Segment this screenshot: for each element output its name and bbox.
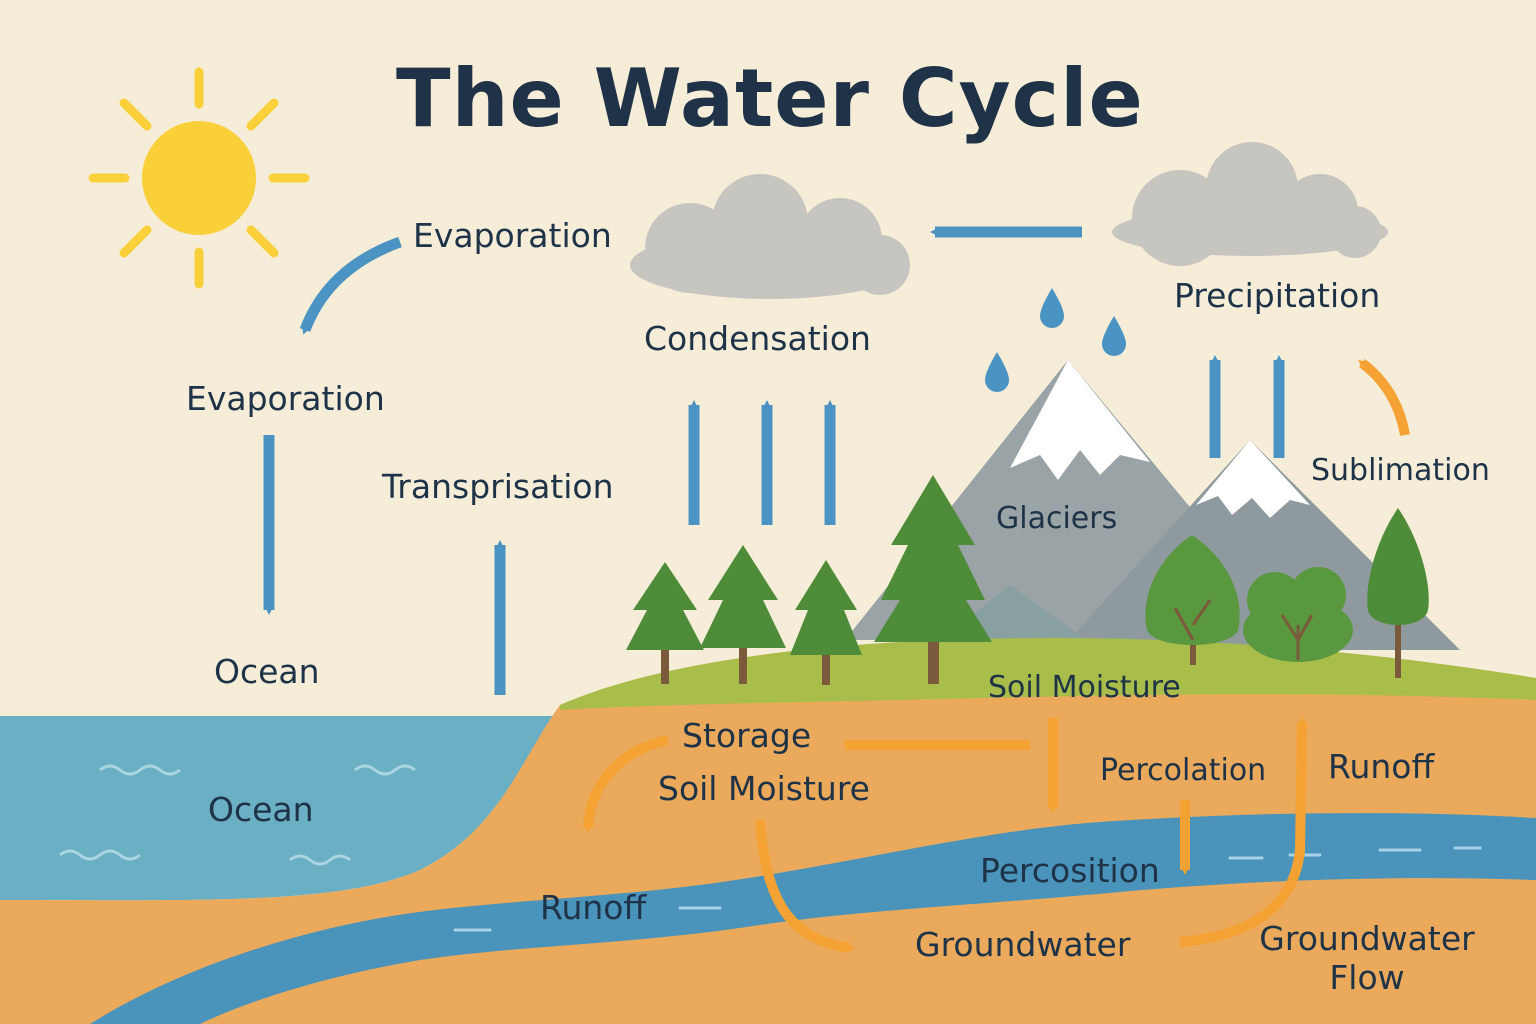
label-sublimation: Sublimation xyxy=(1311,453,1490,488)
runoff-up-arrow xyxy=(1179,717,1307,947)
label-evaporation-top: Evaporation xyxy=(413,216,612,255)
label-storage: Storage xyxy=(682,716,812,755)
river xyxy=(90,813,1536,1024)
tree-icon xyxy=(790,560,862,685)
label-evaporation-mid: Evaporation xyxy=(186,379,385,418)
page-title: The Water Cycle xyxy=(396,52,1144,145)
label-groundwater-flow: Groundwater Flow xyxy=(1255,922,1479,994)
bush-icon xyxy=(1243,567,1353,662)
ocean xyxy=(0,716,560,901)
label-groundwater-flow-line1: Groundwater xyxy=(1259,919,1475,958)
label-soil-moisture-ground: Soil Moisture xyxy=(658,769,870,808)
label-groundwater-flow-line2: Flow xyxy=(1329,958,1405,997)
blue-arrows xyxy=(263,226,1285,695)
tree-icon xyxy=(1367,508,1429,678)
tree-icon xyxy=(626,562,704,684)
tree-icon xyxy=(1145,535,1240,665)
tree-icon xyxy=(874,475,992,684)
label-ocean-air: Ocean xyxy=(214,652,320,691)
label-ocean-water: Ocean xyxy=(208,790,314,829)
label-percosition: Percosition xyxy=(980,851,1160,890)
storage-curved-arrow xyxy=(583,735,670,833)
river-ripples xyxy=(453,846,1482,932)
label-runoff-river: Runoff xyxy=(540,888,647,927)
label-percolation: Percolation xyxy=(1100,753,1267,788)
cloud-icon xyxy=(1112,142,1388,266)
label-soil-moisture-surface: Soil Moisture xyxy=(988,670,1181,705)
label-precipitation: Precipitation xyxy=(1174,276,1381,315)
label-transpiration: Transprisation xyxy=(382,467,614,506)
label-condensation: Condensation xyxy=(644,319,871,358)
sun-icon xyxy=(88,67,310,289)
groundwater-curved-arrow xyxy=(755,819,855,953)
tree-icon xyxy=(700,545,786,684)
sublimation-arrow xyxy=(1357,358,1410,436)
evaporation-curved-arrow xyxy=(299,236,402,335)
cloud-icon xyxy=(630,174,910,299)
ocean-waves xyxy=(59,764,416,866)
label-glaciers: Glaciers xyxy=(996,501,1118,536)
raindrop-icon xyxy=(985,288,1126,392)
orange-arrows xyxy=(583,358,1410,953)
label-groundwater: Groundwater xyxy=(915,925,1131,964)
label-runoff-right: Runoff xyxy=(1328,747,1435,786)
